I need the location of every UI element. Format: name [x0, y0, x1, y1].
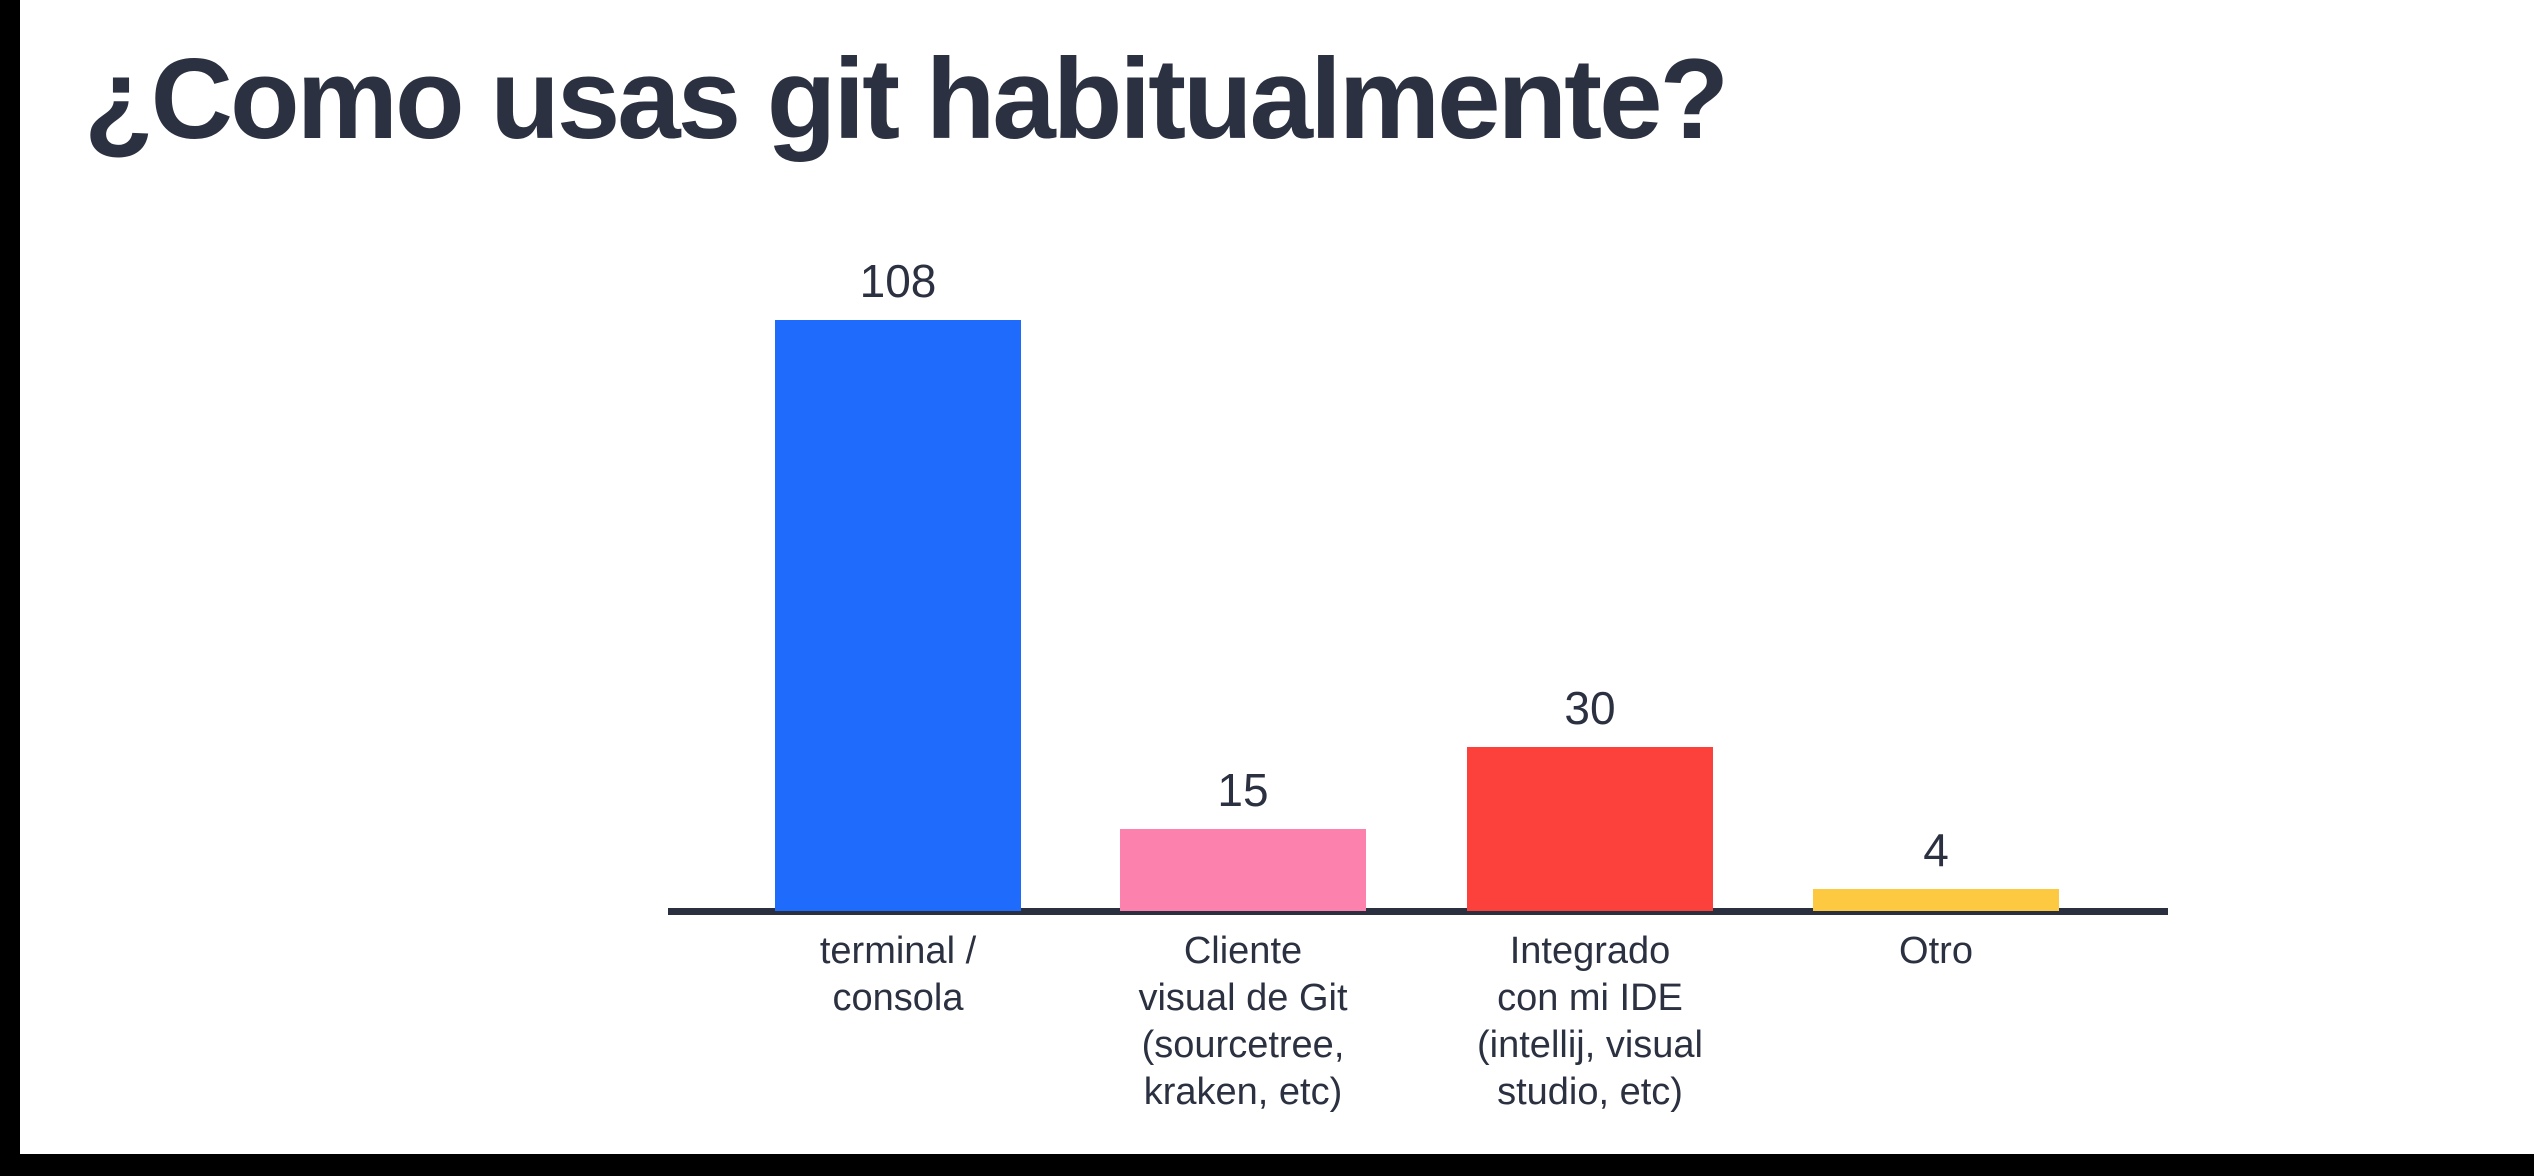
bar-category-label: terminal / consola [819, 930, 977, 1019]
chart-title: ¿Como usas git habitualmente? [84, 36, 1729, 163]
bar [1120, 829, 1366, 911]
bar-value-label: 4 [1923, 824, 1949, 876]
bar-category-label: Integrado con mi IDE (intellij, visual s… [1477, 930, 1703, 1113]
bar-value-label: 108 [859, 255, 937, 307]
bar [1467, 747, 1713, 911]
bar [775, 320, 1021, 911]
left-letterbox [0, 0, 20, 1176]
bar-value-label: 30 [1564, 682, 1616, 734]
bar-category-label: Otro [1899, 930, 1973, 972]
x-axis-line [668, 908, 2168, 915]
bottom-letterbox [0, 1154, 2534, 1176]
bar [1813, 889, 2059, 911]
bar-category-label: Cliente visual de Git (sourcetree, krake… [1138, 930, 1348, 1113]
bar-value-label: 15 [1217, 764, 1269, 816]
